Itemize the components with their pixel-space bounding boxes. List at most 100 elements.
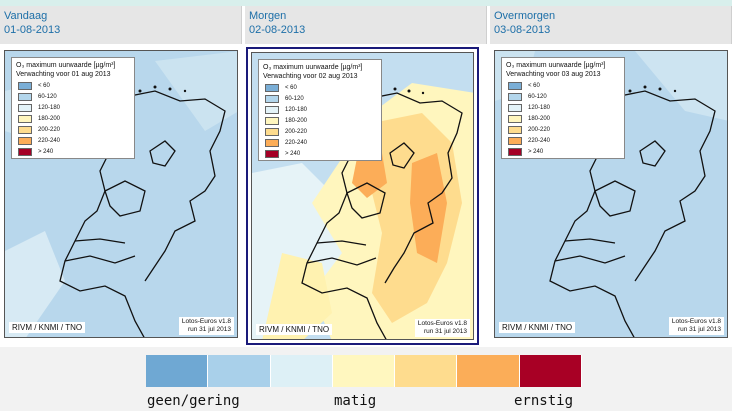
legend-swatch <box>265 106 279 114</box>
legend-swatch <box>18 93 32 101</box>
map-legend: O₃ maximum uurwaarde [µg/m³] Verwachting… <box>258 59 382 161</box>
panel-header: Morgen 02-08-2013 <box>245 6 487 44</box>
scale-segment <box>395 355 458 387</box>
model-info: Lotos-Euros v1.8 run 31 jul 2013 <box>668 317 724 335</box>
legend-item: 200-220 <box>18 126 128 134</box>
map-credit: RIVM / KNMI / TNO <box>256 324 333 335</box>
legend-title: O₃ maximum uurwaarde [µg/m³] <box>263 64 363 71</box>
severity-color-bar <box>146 355 582 387</box>
legend-label: 200-220 <box>285 129 308 135</box>
legend-subtitle: Verwachting voor 03 aug 2013 <box>506 71 601 78</box>
map-frame[interactable]: O₃ maximum uurwaarde [µg/m³] Verwachting… <box>494 50 728 338</box>
legend-item: 200-220 <box>265 128 375 136</box>
legend-label: > 240 <box>38 149 54 155</box>
legend-label: 200-220 <box>38 127 61 133</box>
ozone-map[interactable]: O₃ maximum uurwaarde [µg/m³] Verwachting… <box>251 52 474 340</box>
legend-item: 120-180 <box>508 104 618 112</box>
panel-header: Overmorgen 03-08-2013 <box>490 6 732 44</box>
legend-label: > 240 <box>528 149 544 155</box>
scale-label-mid: matig <box>334 393 377 409</box>
legend-label: 220-240 <box>285 140 308 146</box>
map-frame-selected[interactable]: O₃ maximum uurwaarde [µg/m³] Verwachting… <box>246 47 479 345</box>
legend-item: < 60 <box>265 84 375 92</box>
map-credit: RIVM / KNMI / TNO <box>499 322 576 333</box>
legend-label: 120-180 <box>285 107 308 113</box>
legend-item: 60-120 <box>265 95 375 103</box>
legend-item: 220-240 <box>508 137 618 145</box>
legend-swatch <box>265 95 279 103</box>
legend-label: > 240 <box>285 151 301 157</box>
forecast-panel-tomorrow: Morgen 02-08-2013 <box>245 6 487 346</box>
panel-header: Vandaag 01-08-2013 <box>0 6 242 44</box>
panel-day-link[interactable]: Morgen <box>249 10 287 22</box>
ozone-map[interactable]: O₃ maximum uurwaarde [µg/m³] Verwachting… <box>4 50 238 338</box>
legend-swatch <box>508 104 522 112</box>
legend-label: < 60 <box>38 83 50 89</box>
scale-segment <box>457 355 520 387</box>
legend-item: 60-120 <box>18 93 128 101</box>
panel-date: 02-08-2013 <box>249 24 306 36</box>
ozone-map[interactable]: O₃ maximum uurwaarde [µg/m³] Verwachting… <box>494 50 728 338</box>
model-run: run 31 jul 2013 <box>187 326 231 333</box>
legend-title: O₃ maximum uurwaarde [µg/m³] <box>16 62 116 69</box>
legend-label: 180-200 <box>38 116 61 122</box>
legend-label: 120-180 <box>528 105 551 111</box>
legend-label: 180-200 <box>528 116 551 122</box>
legend-item: 60-120 <box>508 93 618 101</box>
model-run: run 31 jul 2013 <box>677 326 721 333</box>
forecast-panel-today: Vandaag 01-08-2013 <box>0 6 242 346</box>
legend-swatch <box>265 150 279 158</box>
legend-swatch <box>265 84 279 92</box>
map-legend: O₃ maximum uurwaarde [µg/m³] Verwachting… <box>11 57 135 159</box>
legend-item: 120-180 <box>18 104 128 112</box>
legend-item: 180-200 <box>265 117 375 125</box>
legend-item: 200-220 <box>508 126 618 134</box>
legend-swatch <box>18 148 32 156</box>
legend-item: 220-240 <box>18 137 128 145</box>
model-info: Lotos-Euros v1.8 run 31 jul 2013 <box>414 319 470 337</box>
legend-title: O₃ maximum uurwaarde [µg/m³] <box>506 62 606 69</box>
scale-label-high: ernstig <box>514 393 574 409</box>
scale-segment <box>208 355 271 387</box>
legend-subtitle: Verwachting voor 02 aug 2013 <box>263 73 358 80</box>
model-name: Lotos-Euros v1.8 <box>181 318 231 325</box>
legend-item: > 240 <box>265 150 375 158</box>
legend-label: 220-240 <box>38 138 61 144</box>
legend-item: > 240 <box>18 148 128 156</box>
forecast-panel-day-after: Overmorgen 03-08-2013 <box>490 6 732 346</box>
top-band <box>0 0 732 6</box>
panel-day-link[interactable]: Vandaag <box>4 10 48 22</box>
legend-item: > 240 <box>508 148 618 156</box>
legend-label: 60-120 <box>528 94 547 100</box>
legend-label: 220-240 <box>528 138 551 144</box>
legend-label: 60-120 <box>285 96 304 102</box>
model-run: run 31 jul 2013 <box>423 328 467 335</box>
model-name: Lotos-Euros v1.8 <box>671 318 721 325</box>
legend-item: 180-200 <box>508 115 618 123</box>
map-frame[interactable]: O₃ maximum uurwaarde [µg/m³] Verwachting… <box>4 50 238 338</box>
legend-swatch <box>18 115 32 123</box>
panel-date: 03-08-2013 <box>494 24 551 36</box>
legend-item: 220-240 <box>265 139 375 147</box>
legend-item: 120-180 <box>265 106 375 114</box>
panel-day-link[interactable]: Overmorgen <box>494 10 556 22</box>
legend-swatch <box>18 126 32 134</box>
legend-swatch <box>508 126 522 134</box>
legend-label: < 60 <box>528 83 540 89</box>
scale-segment <box>519 355 582 387</box>
legend-swatch <box>508 115 522 123</box>
legend-swatch <box>265 117 279 125</box>
legend-swatch <box>508 93 522 101</box>
map-credit: RIVM / KNMI / TNO <box>9 322 86 333</box>
panel-date: 01-08-2013 <box>4 24 61 36</box>
legend-label: 60-120 <box>38 94 57 100</box>
legend-label: < 60 <box>285 85 297 91</box>
legend-swatch <box>18 82 32 90</box>
legend-label: 200-220 <box>528 127 551 133</box>
legend-label: 180-200 <box>285 118 308 124</box>
legend-swatch <box>18 104 32 112</box>
legend-swatch <box>508 137 522 145</box>
scale-segment <box>332 355 396 387</box>
legend-item: < 60 <box>508 82 618 90</box>
scale-segment <box>146 355 209 387</box>
